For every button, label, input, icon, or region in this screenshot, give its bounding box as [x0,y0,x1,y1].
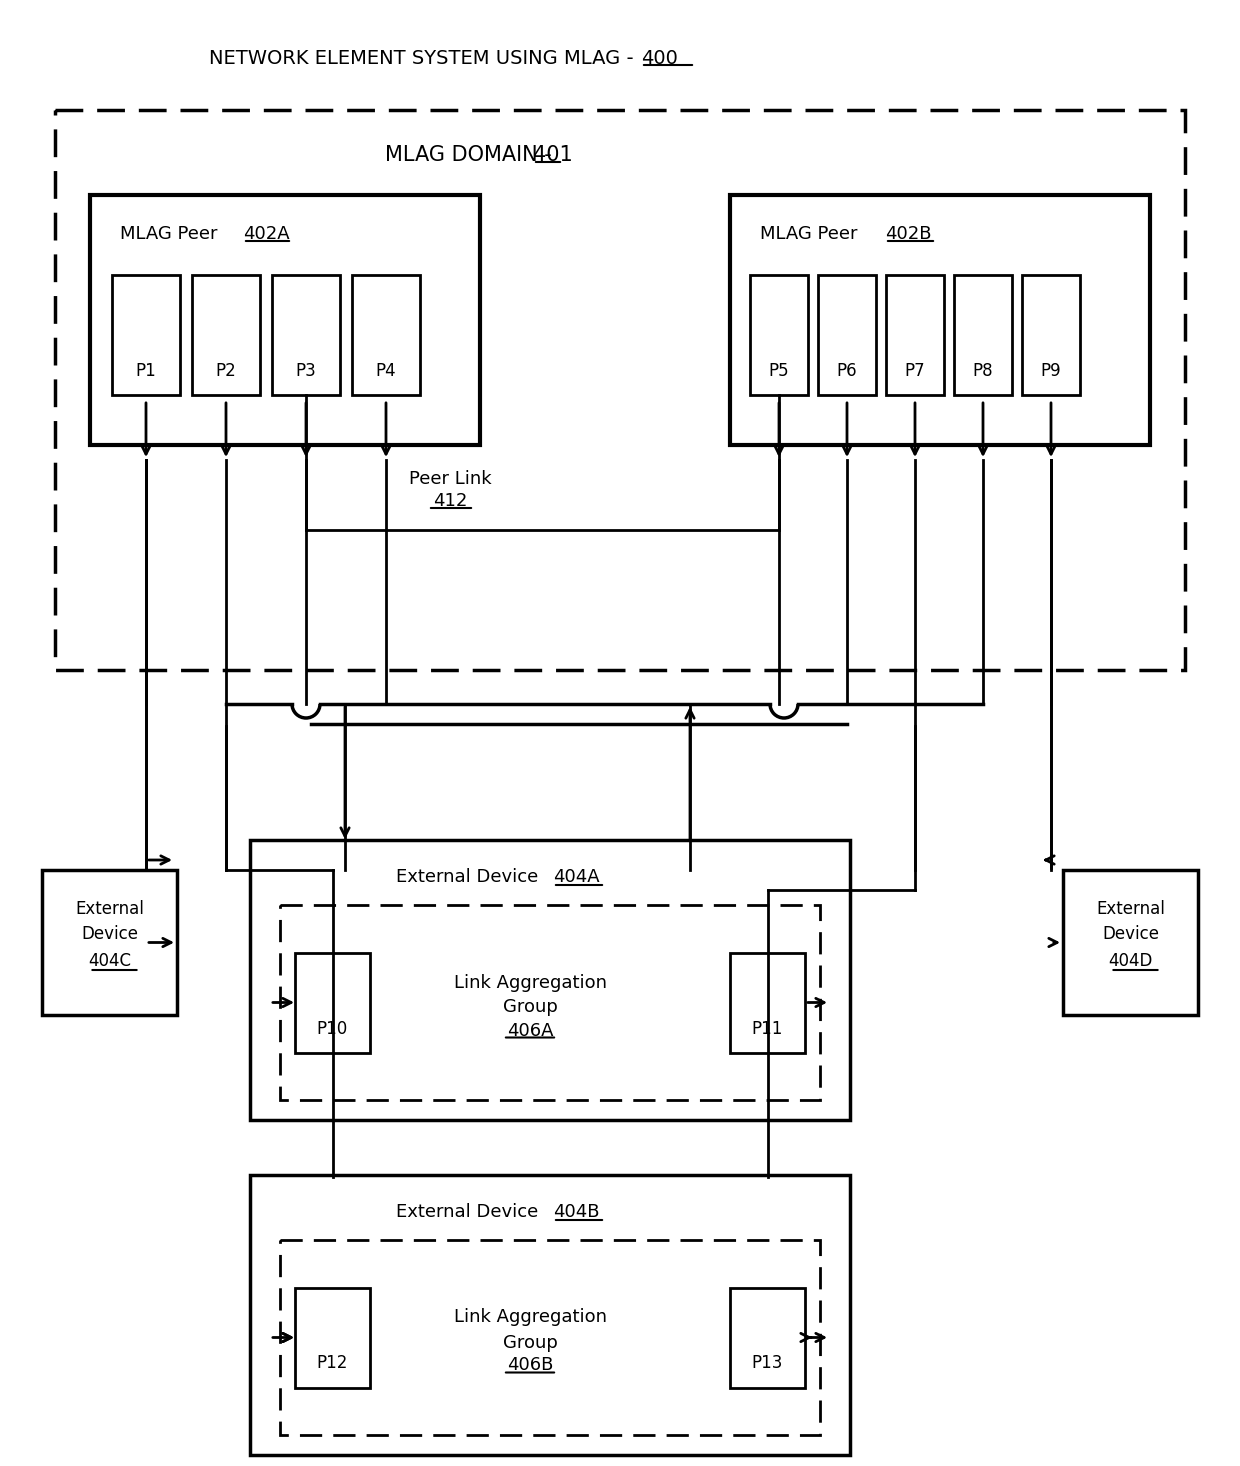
FancyBboxPatch shape [730,1287,805,1387]
Text: 404C: 404C [88,951,131,970]
Text: P8: P8 [972,362,993,380]
Text: Link Aggregation: Link Aggregation [454,973,606,991]
FancyBboxPatch shape [91,195,480,446]
FancyBboxPatch shape [818,276,875,394]
Text: P1: P1 [135,362,156,380]
FancyBboxPatch shape [280,1240,820,1435]
Text: P9: P9 [1040,362,1061,380]
Text: Device: Device [1102,925,1159,943]
Text: P6: P6 [837,362,857,380]
Text: P2: P2 [216,362,237,380]
FancyBboxPatch shape [280,905,820,1100]
Text: Group: Group [502,998,558,1016]
FancyBboxPatch shape [250,840,849,1120]
Text: P4: P4 [376,362,397,380]
Text: 402B: 402B [885,224,931,243]
Text: 412: 412 [433,493,467,510]
Text: External Device: External Device [397,1204,551,1221]
FancyBboxPatch shape [750,276,808,394]
Text: P5: P5 [769,362,790,380]
FancyBboxPatch shape [954,276,1012,394]
FancyBboxPatch shape [730,195,1149,446]
Text: 404A: 404A [553,868,600,885]
Text: P12: P12 [316,1355,348,1372]
FancyBboxPatch shape [295,953,370,1053]
FancyBboxPatch shape [1022,276,1080,394]
FancyBboxPatch shape [55,110,1185,670]
FancyBboxPatch shape [352,276,420,394]
FancyBboxPatch shape [730,953,805,1053]
Text: P11: P11 [751,1019,784,1038]
Text: P3: P3 [295,362,316,380]
Text: Device: Device [81,925,138,943]
Text: 406B: 406B [507,1356,553,1375]
Text: 400: 400 [641,48,678,67]
Text: NETWORK ELEMENT SYSTEM USING MLAG -: NETWORK ELEMENT SYSTEM USING MLAG - [210,48,640,67]
Text: P13: P13 [751,1355,784,1372]
Text: P10: P10 [317,1019,348,1038]
Text: 404D: 404D [1109,951,1153,970]
Text: External Device: External Device [397,868,551,885]
FancyBboxPatch shape [192,276,260,394]
Text: 404B: 404B [553,1204,599,1221]
Text: External: External [1096,900,1164,918]
FancyBboxPatch shape [272,276,340,394]
Text: 401: 401 [533,145,573,166]
FancyBboxPatch shape [295,1287,370,1387]
Text: P7: P7 [905,362,925,380]
Text: Peer Link: Peer Link [409,471,491,488]
Text: MLAG DOMAIN -: MLAG DOMAIN - [384,145,565,166]
FancyBboxPatch shape [250,1176,849,1454]
Text: Group: Group [502,1334,558,1352]
FancyBboxPatch shape [1063,869,1198,1014]
Text: 402A: 402A [243,224,290,243]
Text: MLAG Peer: MLAG Peer [120,224,229,243]
Text: External: External [76,900,144,918]
FancyBboxPatch shape [42,869,177,1014]
Text: 406A: 406A [507,1022,553,1039]
Text: Link Aggregation: Link Aggregation [454,1309,606,1327]
Text: MLAG Peer: MLAG Peer [760,224,869,243]
FancyBboxPatch shape [112,276,180,394]
FancyBboxPatch shape [887,276,944,394]
